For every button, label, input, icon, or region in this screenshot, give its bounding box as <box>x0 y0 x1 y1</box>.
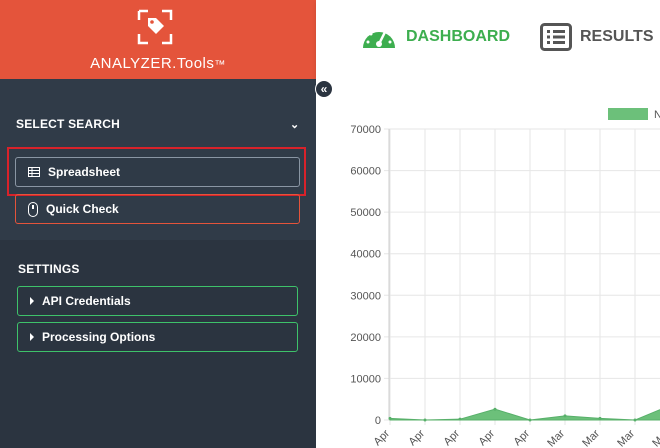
spreadsheet-label: Spreadsheet <box>48 165 121 179</box>
processing-options-label: Processing Options <box>42 330 156 344</box>
x-tick-label: Apr <box>442 427 463 448</box>
x-tick-label: Apr <box>512 427 533 448</box>
data-point <box>423 418 427 422</box>
x-tick-label: Apr <box>477 427 498 448</box>
y-tick-label: 60000 <box>350 166 381 178</box>
tag-in-frame-icon <box>137 9 173 45</box>
legend-label: N <box>654 109 660 121</box>
legend-swatch <box>608 108 648 120</box>
tab-results-label: RESULTS <box>580 28 654 45</box>
data-point <box>598 416 602 420</box>
caret-right-icon <box>30 297 34 305</box>
brand-header[interactable]: ANALYZER.Tools™ <box>0 0 316 79</box>
api-credentials-label: API Credentials <box>42 294 131 308</box>
y-tick-label: 20000 <box>350 332 381 344</box>
x-tick-label: Mar <box>580 427 602 448</box>
x-tick-label: Apr <box>407 427 428 448</box>
chevron-down-icon[interactable]: ⌄ <box>290 119 300 131</box>
y-tick-label: 50000 <box>350 207 381 219</box>
mouse-icon <box>28 201 38 217</box>
x-tick-label: Mar <box>545 427 567 448</box>
speedometer-icon <box>363 28 395 48</box>
spreadsheet-icon <box>28 167 40 177</box>
brand-name-text: ANALYZER.Tools <box>90 55 215 72</box>
settings-title: SETTINGS <box>18 262 80 276</box>
y-tick-label: 30000 <box>350 290 381 302</box>
data-point <box>493 407 497 411</box>
trademark: ™ <box>214 59 226 71</box>
y-tick-label: 40000 <box>350 249 381 261</box>
tab-dashboard-label: DASHBOARD <box>406 28 510 45</box>
select-search-title[interactable]: SELECT SEARCH <box>16 117 120 131</box>
tab-results[interactable]: RESULTS <box>540 21 653 53</box>
area-chart: 0 10000 20000 30000 40000 50000 60000 70000 Apr A… <box>350 108 660 448</box>
area-series <box>389 408 660 421</box>
processing-options-button[interactable]: Processing Options <box>17 322 298 352</box>
api-credentials-button[interactable]: API Credentials <box>17 286 298 316</box>
data-point <box>563 414 567 418</box>
data-point <box>633 418 637 422</box>
y-tick-label: 0 <box>375 415 381 427</box>
top-nav: DASHBOARD RESULTS <box>316 0 660 79</box>
x-tick-label: Mar <box>615 427 637 448</box>
list-icon <box>540 23 572 51</box>
highlight-box <box>7 147 306 196</box>
spreadsheet-button[interactable]: Spreadsheet <box>15 157 300 187</box>
data-point <box>388 416 392 420</box>
x-tick-label: Mar <box>650 427 660 448</box>
caret-right-icon <box>30 333 34 341</box>
main-content: 0 10000 20000 30000 40000 50000 60000 70000 Apr A… <box>316 79 660 448</box>
sidebar: ANALYZER.Tools™ SELECT SEARCH ⌄ Spreadsh… <box>0 0 316 448</box>
data-point <box>458 417 462 421</box>
quick-check-label: Quick Check <box>46 202 119 216</box>
quick-check-button[interactable]: Quick Check <box>15 194 300 224</box>
data-point <box>528 418 532 422</box>
x-tick-label: Apr <box>372 427 393 448</box>
y-tick-label: 70000 <box>350 124 381 136</box>
brand-name: ANALYZER.Tools™ <box>0 55 316 72</box>
y-tick-label: 10000 <box>350 373 381 385</box>
tab-dashboard[interactable]: DASHBOARD <box>360 21 510 53</box>
double-chevron-left-icon[interactable]: « <box>315 80 333 98</box>
